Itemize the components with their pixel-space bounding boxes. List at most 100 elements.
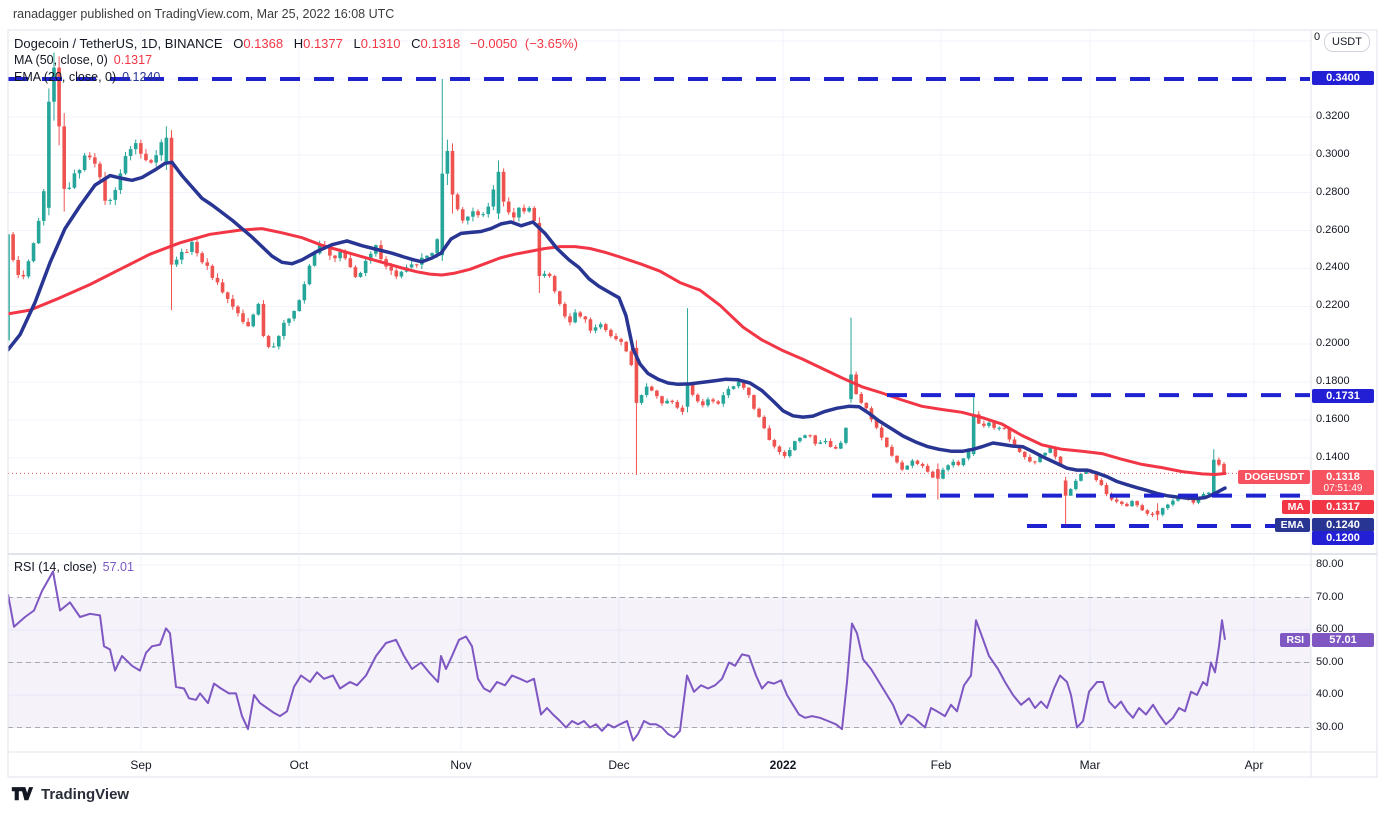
price-axis-tick[interactable]: 0.2400: [1316, 261, 1350, 274]
candle-body: [731, 386, 736, 389]
ema-legend-row[interactable]: EMA (20, close, 0) 0.1240: [14, 69, 578, 86]
candle-body: [920, 463, 925, 466]
candle-body: [992, 422, 996, 428]
candle-body: [660, 396, 664, 404]
price-axis-tick[interactable]: 0.1800: [1316, 375, 1350, 388]
rsi-axis-tick[interactable]: 50.00: [1316, 655, 1344, 668]
candle-body: [517, 207, 521, 218]
candle-body: [1063, 480, 1068, 496]
candle-body: [36, 220, 41, 244]
candle-body: [1196, 498, 1201, 503]
candle-body: [164, 137, 169, 163]
time-axis-tick[interactable]: Mar: [1079, 758, 1101, 772]
candle-body: [236, 306, 240, 314]
chart-frame: [7, 29, 1378, 778]
candle-body: [557, 291, 562, 304]
candle-body: [839, 442, 843, 449]
ma50-line: [8, 227, 1227, 476]
rsi-label: RSI (14, close): [14, 560, 97, 574]
candle-body: [430, 253, 434, 256]
ema-label: EMA (20, close, 0): [14, 70, 117, 84]
candle-body: [675, 401, 680, 408]
candle-body: [93, 157, 97, 164]
candle-body: [915, 460, 920, 464]
symbol-price-tag: DOGEUSDT: [1238, 470, 1310, 484]
price-axis-tick[interactable]: 0.3000: [1316, 147, 1350, 160]
candle-body: [527, 207, 531, 212]
time-axis-tick[interactable]: 2022: [769, 758, 797, 772]
rsi-axis-tick[interactable]: 70.00: [1316, 590, 1344, 603]
time-axis-tick[interactable]: Dec: [608, 758, 630, 772]
candle-body: [1114, 499, 1119, 502]
rsi-axis-tick[interactable]: 30.00: [1316, 720, 1344, 733]
candle-body: [864, 402, 869, 409]
candle-body: [762, 416, 766, 429]
rsi-legend-row[interactable]: RSI (14, close) 57.01: [14, 560, 134, 574]
price-axis-tick[interactable]: 0.2800: [1316, 185, 1350, 198]
pane-separator[interactable]: [8, 553, 1377, 555]
candle-body: [747, 387, 751, 396]
candle-body: [241, 313, 245, 322]
candle-body: [276, 336, 281, 347]
tradingview-brand-text: TradingView: [41, 786, 130, 803]
tradingview-brand-link[interactable]: TradingView: [11, 785, 129, 804]
candle-body: [1150, 513, 1155, 515]
candle-body: [879, 427, 884, 438]
rsi-axis-tick[interactable]: 80.00: [1316, 558, 1344, 570]
candle-body: [1033, 461, 1037, 463]
candle-body: [634, 347, 639, 403]
candle-body: [1017, 445, 1022, 452]
candle-body: [261, 303, 266, 336]
time-axis-tick[interactable]: Nov: [450, 758, 472, 772]
candle-body: [113, 190, 118, 200]
candle-body: [1211, 459, 1216, 494]
candle-body: [338, 252, 342, 259]
ohlc-high-key: H: [293, 36, 304, 51]
ohlc-close-value: 0.1318: [420, 36, 461, 51]
bar-countdown: 07:51:49: [1323, 483, 1363, 494]
candle-body: [522, 207, 526, 212]
candle-body: [358, 272, 363, 277]
time-axis-tick[interactable]: Feb: [930, 758, 952, 772]
rsi-axis-tick[interactable]: 60.00: [1316, 623, 1344, 635]
price-axis-tick[interactable]: 0.1400: [1316, 450, 1350, 463]
price-axis-tick[interactable]: 0.1600: [1316, 412, 1350, 425]
candle-body: [1140, 505, 1145, 511]
candle-body: [895, 455, 899, 463]
symbol-legend-row[interactable]: Dogecoin / TetherUS, 1D, BINANCE O0.1368…: [14, 35, 578, 52]
tradingview-logo-icon: [11, 787, 34, 801]
candle-body: [706, 399, 710, 406]
price-axis-tick[interactable]: 0.2200: [1316, 299, 1350, 312]
time-axis-tick[interactable]: Sep: [130, 758, 152, 772]
candle-body: [108, 199, 112, 201]
price-axis-tick[interactable]: 0.2600: [1316, 223, 1350, 236]
currency-unit-button[interactable]: USDT: [1324, 32, 1370, 52]
candle-body: [1222, 463, 1226, 474]
candle-body: [282, 322, 286, 337]
candle-body: [956, 461, 961, 466]
candle-body: [1165, 504, 1170, 509]
candle-body: [466, 216, 470, 221]
ma-legend-row[interactable]: MA (50, close, 0) 0.1317: [14, 52, 578, 69]
candle-body: [1084, 470, 1088, 474]
candle-body: [793, 441, 797, 451]
candle-body: [1145, 510, 1150, 514]
rsi-axis-tick[interactable]: 40.00: [1316, 688, 1344, 700]
candle-body: [752, 395, 756, 409]
candle-body: [440, 173, 445, 256]
price-axis-tick[interactable]: 0.2000: [1316, 337, 1350, 350]
candle-body: [961, 458, 966, 466]
time-axis-tick[interactable]: Apr: [1244, 758, 1264, 772]
time-axis-tick[interactable]: Oct: [289, 758, 309, 772]
candle-body: [343, 252, 348, 259]
candle-body: [1120, 501, 1124, 504]
candle-body: [532, 207, 537, 221]
candle-body: [455, 194, 460, 210]
candle-body: [721, 395, 726, 404]
candle-body: [716, 401, 720, 404]
price-axis-tick[interactable]: 0.3200: [1316, 109, 1350, 122]
candle-body: [951, 461, 956, 466]
candle-body: [741, 381, 746, 388]
candle-body: [782, 452, 787, 457]
